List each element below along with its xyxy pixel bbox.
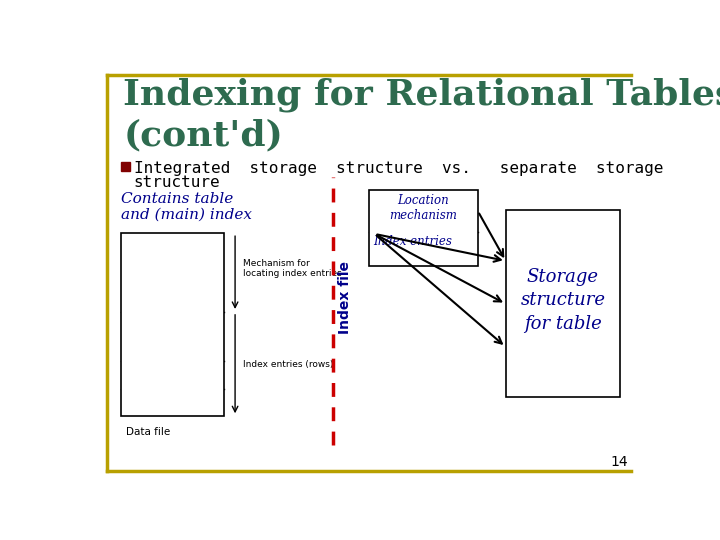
Bar: [121, 233, 224, 416]
Text: (cont'd): (cont'd): [124, 119, 284, 153]
Text: Location
mechanism: Location mechanism: [390, 194, 457, 222]
Text: Integrated  storage  structure  vs.   separate  storage: Integrated storage structure vs. separat…: [133, 161, 663, 176]
Text: Index entries (rows): Index entries (rows): [243, 360, 334, 368]
Text: Index file: Index file: [338, 261, 352, 334]
Bar: [369, 190, 478, 266]
Text: Indexing for Relational Tables: Indexing for Relational Tables: [124, 77, 720, 112]
Text: Contains table
and (main) index: Contains table and (main) index: [121, 192, 252, 222]
Bar: [121, 161, 130, 171]
Text: Data file: Data file: [126, 427, 171, 436]
Text: 14: 14: [611, 455, 629, 469]
Bar: [505, 210, 620, 397]
Text: Storage
structure
for table: Storage structure for table: [521, 267, 606, 333]
Text: structure: structure: [133, 175, 220, 190]
Text: Mechanism for
locating index entries: Mechanism for locating index entries: [243, 259, 342, 278]
Text: Index entries: Index entries: [374, 235, 452, 248]
